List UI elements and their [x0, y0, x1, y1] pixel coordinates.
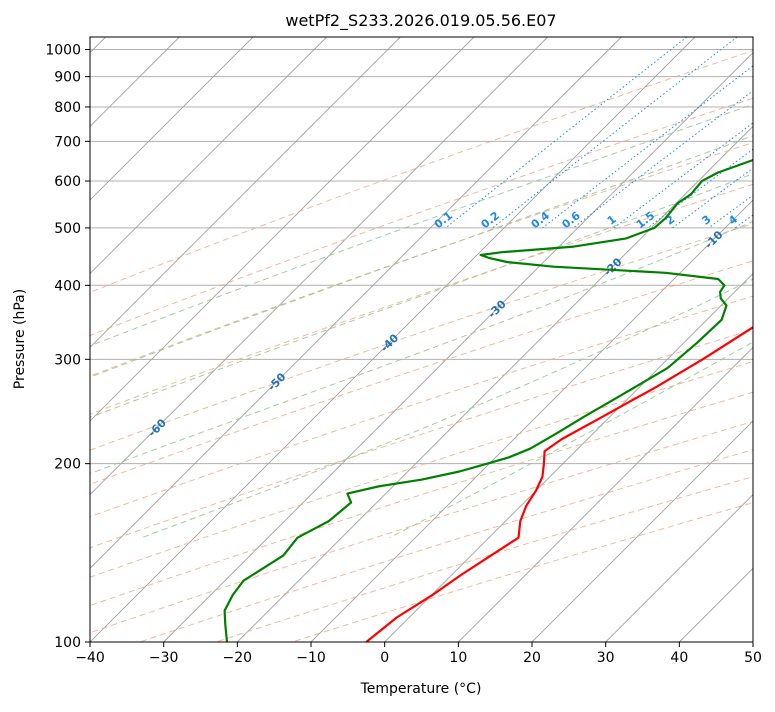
x-tick-label: −40	[75, 650, 105, 666]
x-tick-label: 40	[670, 650, 688, 666]
y-tick-label: 900	[54, 70, 81, 86]
x-tick-label: 10	[449, 650, 467, 666]
y-axis-label: Pressure (hPa)	[12, 289, 28, 389]
y-tick-label: 1000	[45, 43, 81, 59]
y-tick-label: 500	[54, 221, 81, 237]
x-tick-label: 0	[380, 650, 389, 666]
chart-title: wetPf2_S233.2026.019.05.56.E07	[285, 11, 556, 31]
x-tick-label: 30	[597, 650, 615, 666]
y-tick-label: 100	[54, 635, 81, 651]
y-tick-label: 600	[54, 174, 81, 190]
y-tick-label: 800	[54, 100, 81, 116]
x-tick-label: 20	[523, 650, 541, 666]
y-tick-label: 200	[54, 457, 81, 473]
x-tick-label: 50	[744, 650, 762, 666]
x-tick-label: −20	[223, 650, 253, 666]
y-tick-label: 400	[54, 278, 81, 294]
y-tick-label: 700	[54, 134, 81, 150]
x-axis-label: Temperature (°C)	[360, 681, 482, 697]
x-tick-label: −30	[149, 650, 179, 666]
x-tick-label: −10	[296, 650, 326, 666]
y-tick-label: 300	[54, 352, 81, 368]
